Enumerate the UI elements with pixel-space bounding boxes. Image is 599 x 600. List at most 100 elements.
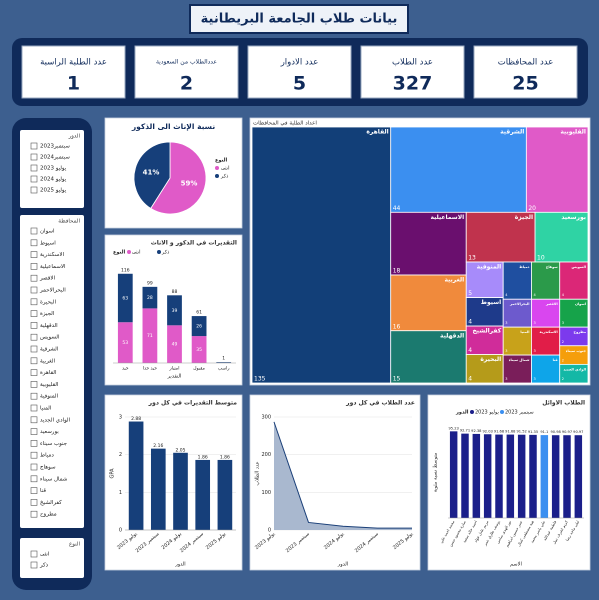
slicer-item[interactable]: كفرالشيخ xyxy=(40,499,62,506)
slicer-item[interactable]: الوادي الجديد xyxy=(40,417,71,423)
slicer-item[interactable]: يوليو 2025 xyxy=(40,188,67,194)
treemap-cell xyxy=(251,126,392,384)
slicer-checkbox[interactable] xyxy=(30,428,38,435)
slicer-checkbox[interactable] xyxy=(30,451,38,459)
legend-swatch xyxy=(215,166,219,170)
value-label: 91.68 xyxy=(505,430,516,434)
bar xyxy=(540,435,549,518)
bar-segment xyxy=(167,295,182,326)
value-label: 90.97 xyxy=(573,430,583,434)
bar-segment xyxy=(117,273,133,323)
cell-value: 13 xyxy=(468,255,476,262)
bar xyxy=(150,448,166,530)
bar xyxy=(563,435,571,518)
slicer-item[interactable]: المنوفية xyxy=(40,394,59,400)
slicer-checkbox[interactable] xyxy=(30,274,38,282)
x-axis-title: الدور xyxy=(337,562,348,568)
bar-segment xyxy=(191,316,207,337)
total-label: 1 xyxy=(222,356,225,362)
treemap-cell xyxy=(465,211,536,263)
slicer-checkbox[interactable] xyxy=(30,175,38,183)
slicer-checkbox[interactable] xyxy=(30,239,38,247)
cell-name: القاهرة xyxy=(366,129,388,136)
slicer-item[interactable]: السويس xyxy=(40,335,60,341)
slicer-item[interactable]: البحرالاحمر xyxy=(39,288,66,294)
slicer-checkbox[interactable] xyxy=(30,227,38,235)
slicer-item[interactable]: اسيوط xyxy=(40,240,56,246)
slicer-checkbox[interactable] xyxy=(30,381,38,388)
slicer-checkbox[interactable] xyxy=(30,142,38,150)
slicer-item[interactable]: الجيزة xyxy=(40,311,55,317)
slicer-item[interactable]: مطروح xyxy=(40,512,57,518)
slicer-checkbox[interactable] xyxy=(30,487,38,494)
slicer-checkbox[interactable] xyxy=(30,440,38,447)
value-label: 91.52 xyxy=(517,430,527,434)
cell-value: 3 xyxy=(562,321,564,325)
slicer-checkbox[interactable] xyxy=(30,186,38,194)
slicer-checkbox[interactable] xyxy=(30,263,38,270)
slicer-checkbox[interactable] xyxy=(30,333,38,341)
treemap-cell xyxy=(531,261,561,300)
value-label: 92.38 xyxy=(471,429,482,433)
total-label: 99 xyxy=(147,280,153,286)
slicer-item[interactable]: الغربية xyxy=(40,358,56,364)
slicer-item[interactable]: المنيا xyxy=(40,406,52,412)
slicer-checkbox[interactable] xyxy=(30,550,38,558)
slicer-checkbox[interactable] xyxy=(30,369,38,376)
slicer-checkbox[interactable] xyxy=(30,298,38,306)
slicer-item[interactable]: يوليو 2023 xyxy=(40,166,67,172)
slicer-checkbox[interactable] xyxy=(30,345,38,353)
slicer-checkbox[interactable] xyxy=(30,357,38,365)
slicer-checkbox[interactable] xyxy=(30,164,38,172)
slicer-checkbox[interactable] xyxy=(30,463,38,471)
slicer-checkbox[interactable] xyxy=(30,416,38,424)
slicer-item[interactable]: دمياط xyxy=(40,453,54,459)
slicer-item[interactable]: بورسعيد xyxy=(40,429,59,435)
slicer-item[interactable]: شمال سيناء xyxy=(40,476,68,482)
slicer-item[interactable]: الاسماعيلية xyxy=(40,264,66,270)
slicer-item[interactable]: جنوب سيناء xyxy=(40,441,67,447)
slicer-checkbox[interactable] xyxy=(30,286,38,294)
legend-swatch xyxy=(127,250,131,254)
bar xyxy=(128,421,144,530)
slicer-item[interactable]: القاهرة xyxy=(40,370,57,376)
slicer-item[interactable]: اسوان xyxy=(40,229,55,235)
slicer-checkbox[interactable] xyxy=(30,153,38,161)
slicer-item[interactable]: الاقصر xyxy=(39,276,56,282)
cell-value: 135 xyxy=(254,376,266,383)
slicer-item[interactable]: الشرقية xyxy=(40,347,59,353)
slicer-item[interactable]: سبتمبر2023 xyxy=(40,144,70,150)
slice-label: 59% xyxy=(181,180,198,188)
slicer-item[interactable]: البحيرة xyxy=(40,299,56,305)
slicer-item[interactable]: قنا xyxy=(40,488,46,494)
slicer-item[interactable]: الاسكندرية xyxy=(40,251,64,258)
slicer-item[interactable]: يوليو 2024 xyxy=(40,177,67,183)
slicer-checkbox[interactable] xyxy=(30,322,38,329)
bar xyxy=(195,459,211,530)
slicer-checkbox[interactable] xyxy=(30,499,38,506)
slicer-checkbox[interactable] xyxy=(30,392,38,400)
slicer-item[interactable]: ذكر xyxy=(39,562,49,569)
slicer-checkbox[interactable] xyxy=(30,251,38,258)
treemap-cell xyxy=(390,126,527,213)
cell-name: قنا xyxy=(553,358,559,362)
legend-label: ذكر xyxy=(220,174,228,180)
slicer-item[interactable]: سبتمبر2024 xyxy=(40,155,70,161)
slicer-checkbox[interactable] xyxy=(30,475,38,483)
slicer-checkbox[interactable] xyxy=(30,561,38,569)
slicer-item[interactable]: الدقهلية xyxy=(40,323,58,329)
bar xyxy=(483,434,492,518)
cell-value: 4 xyxy=(468,376,472,383)
slicer-checkbox[interactable] xyxy=(30,310,38,317)
x-tick-label: مقبول xyxy=(193,367,205,372)
cell-value: 3 xyxy=(505,377,507,381)
slicer-item[interactable]: القليوبية xyxy=(40,382,59,388)
slicer-checkbox[interactable] xyxy=(30,404,38,412)
slicer-item[interactable]: سوهاج xyxy=(40,465,56,471)
x-tick-label: امتياز xyxy=(169,367,180,372)
treemap-cell xyxy=(559,261,589,300)
value-label: 2.88 xyxy=(131,416,141,422)
slicer-item[interactable]: انثى xyxy=(40,552,50,558)
slicer-checkbox[interactable] xyxy=(30,510,38,518)
